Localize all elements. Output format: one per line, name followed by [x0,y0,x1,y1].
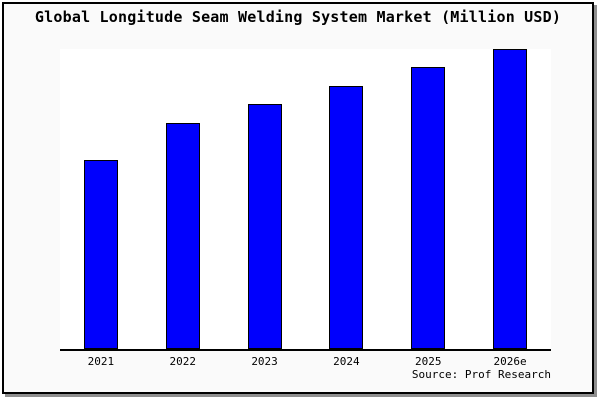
plot-area [60,49,551,351]
bar-2026e [493,49,528,349]
x-tick-label-2025: 2025 [414,355,442,368]
x-tick-label-2021: 2021 [87,355,115,368]
x-tick-label-2026e: 2026e [493,355,527,368]
bar-band-2026e [469,49,551,349]
x-tick-label-2024: 2024 [333,355,360,368]
bar-band-2023 [224,49,306,349]
bar-2023 [247,104,282,349]
x-axis-labels: 2021 2022 2023 2024 2025 2026e [60,355,551,368]
chart-frame: Global Longitude Seam Welding System Mar… [2,2,594,394]
bars-container [60,49,551,349]
bar-band-2022 [142,49,224,349]
source-credit: Source: Prof Research [411,368,551,381]
bar-2021 [83,160,118,349]
x-tick-label-2022: 2022 [169,355,196,368]
chart-title: Global Longitude Seam Welding System Mar… [34,8,562,26]
bar-band-2021 [60,49,142,349]
bar-band-2025 [387,49,469,349]
x-tick-label-2023: 2023 [251,355,278,368]
bar-band-2024 [305,49,387,349]
bar-2024 [329,86,364,349]
bar-2022 [165,123,200,349]
bar-2025 [411,67,446,349]
